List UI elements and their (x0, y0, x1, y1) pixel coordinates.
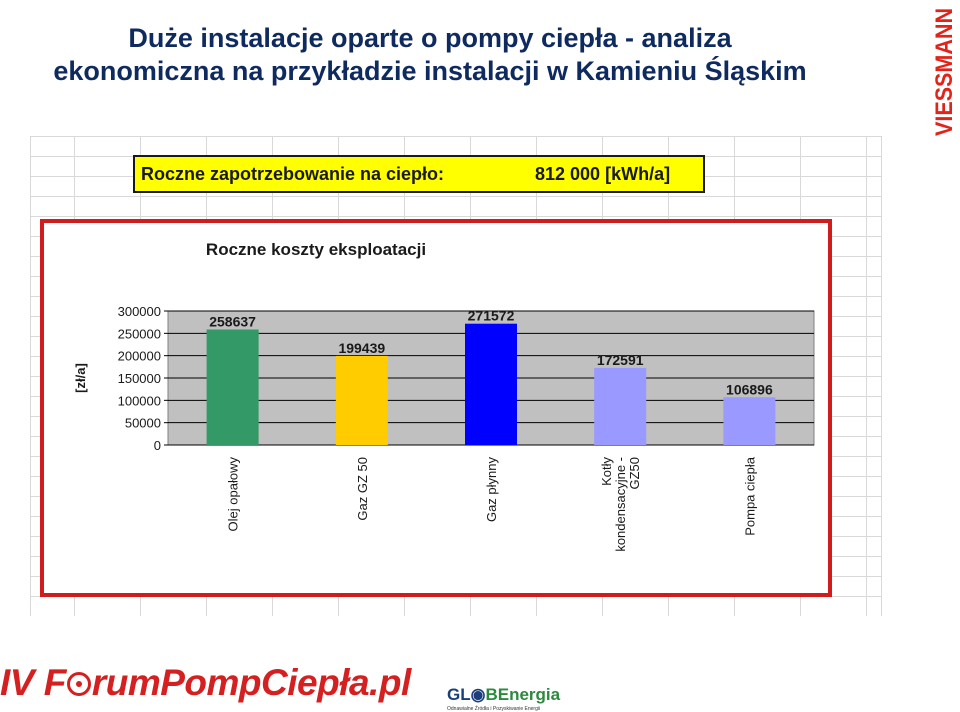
bar (594, 367, 647, 445)
x-category-label-line: Kotły (599, 457, 614, 486)
banner-unit: [kWh/a] (605, 164, 671, 184)
forum-logo: IV F rumPompCiepła.pl (0, 662, 411, 704)
bar-data-label: 271572 (468, 308, 515, 324)
bar (335, 355, 388, 445)
bar-data-label: 106896 (726, 381, 773, 397)
x-category-label-line: Olej opałowy (226, 457, 241, 532)
cost-bar-chart: Roczne koszty eksploatacji 0 50000 100000 1… (73, 240, 815, 552)
y-tick-label: 200000 (118, 349, 161, 364)
heat-demand-banner: Roczne zapotrzebowanie na ciepło: 812 00… (133, 155, 705, 193)
viessmann-logo: VIESSMANN (918, 4, 960, 138)
x-category-label-line: Gaz GZ 50 (355, 457, 370, 521)
slide-title: Duże instalacje oparte o pompy ciepła - … (0, 22, 860, 88)
x-category-label: Olej opałowy (226, 457, 241, 532)
y-tick-label: 50000 (125, 416, 161, 431)
globenergia-tagline: Odnawialne Źródła i Pozyskiwanie Energii (447, 706, 541, 712)
bar-data-label: 199439 (338, 340, 385, 356)
bar-data-label: 172591 (597, 352, 644, 368)
y-tick-label: 100000 (118, 393, 161, 408)
y-tick-label: 0 (154, 438, 161, 453)
globenergia-text-2: BEnergia (485, 685, 561, 704)
x-category-label-line: Pompa ciepła (742, 456, 757, 536)
chart-frame: Roczne koszty eksploatacji 0 50000 100000 1… (40, 219, 832, 597)
forum-o-globe-icon (66, 672, 91, 696)
x-category-label: Gaz GZ 50 (355, 457, 370, 521)
banner-label: Roczne zapotrzebowanie na ciepło: (141, 164, 445, 184)
forum-logo-part-1: IV F (0, 662, 66, 703)
y-tick-label: 300000 (118, 304, 161, 319)
y-tick-label: 250000 (118, 326, 161, 341)
forum-logo-part-2: rumPompCiepła.pl (91, 662, 411, 703)
x-category-label-line: kondensacyjne - (613, 457, 628, 552)
bar (723, 397, 776, 445)
x-category-label-line: Gaz płynny (484, 457, 499, 523)
globenergia-logo: GL◉BEnergia Odnawialne Źródła i Pozyskiw… (447, 685, 560, 712)
banner-value: 812 000 (535, 164, 601, 184)
bar-data-label: 258637 (209, 313, 256, 329)
x-category-label: Kotły kondensacyjne - GZ50 (599, 457, 642, 552)
x-category-label: Pompa ciepła (742, 456, 757, 536)
y-axis-label: [zł/a] (73, 363, 88, 393)
y-tick-label: 150000 (118, 371, 161, 386)
banner-value-group: 812 000 [kWh/a] (535, 157, 670, 191)
x-category-label: Gaz płynny (484, 457, 499, 523)
chart-title: Roczne koszty eksploatacji (206, 240, 426, 259)
x-category-label-line: GZ50 (627, 457, 642, 490)
globenergia-text-1: GL (447, 685, 471, 704)
title-line-2: ekonomiczna na przykładzie instalacji w … (53, 56, 807, 86)
bar (465, 323, 517, 445)
title-line-1: Duże instalacje oparte o pompy ciepła - … (128, 23, 732, 53)
viessmann-logo-text: VIESSMANN (931, 8, 958, 136)
bar (206, 329, 259, 445)
globe-o-icon: ◉ (470, 685, 486, 704)
